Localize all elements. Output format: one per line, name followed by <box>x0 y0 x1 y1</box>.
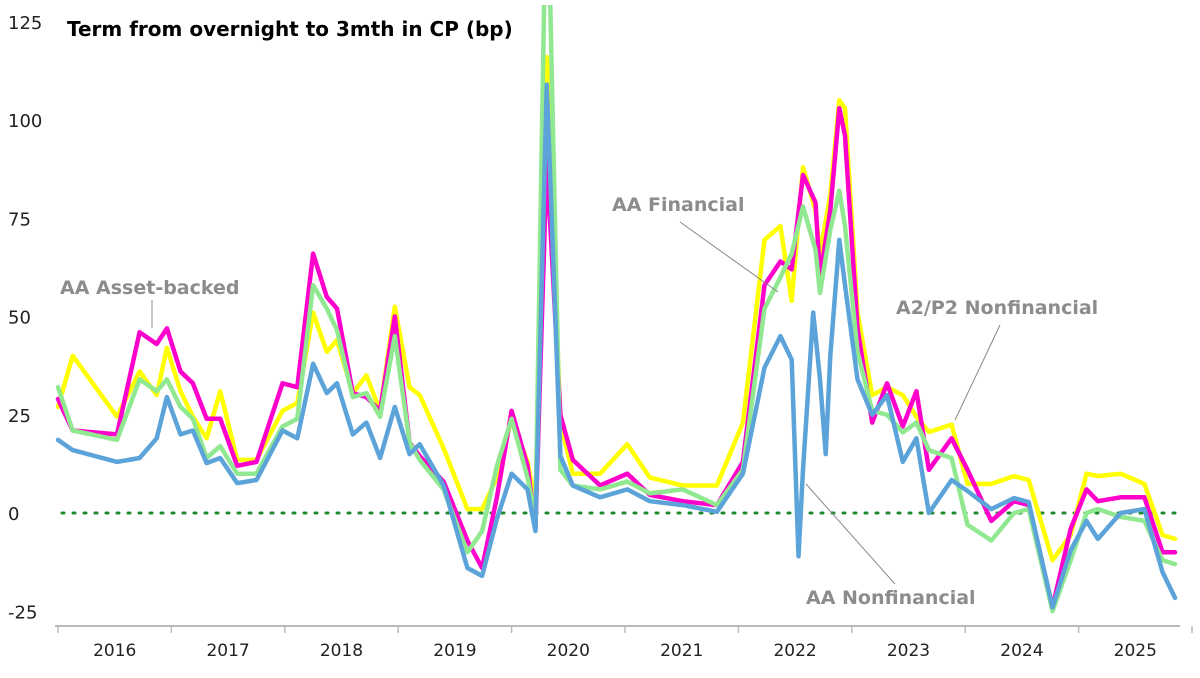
annotation-label: AA Nonfinancial <box>806 587 976 609</box>
x-axis: 2016 2017 2018 2019 2020 2021 2022 2023 2024 2025 <box>55 625 1193 661</box>
annotation-aa-nonfinancial: AA Nonfinancial <box>805 483 976 609</box>
x-tick-label: 2021 <box>660 641 703 661</box>
x-tick-label: 2019 <box>433 641 476 661</box>
series-line-aa-nonfinancial <box>55 82 1178 610</box>
y-tick-label: 50 <box>8 308 31 329</box>
x-tick-label: 2016 <box>93 641 136 661</box>
series-line-aa-asset-backed <box>55 105 1178 610</box>
x-tick-label: 2018 <box>320 641 363 661</box>
x-tick-label: 2024 <box>1000 641 1043 661</box>
annotation-aa-asset-backed: AA Asset-backed <box>60 277 240 328</box>
annotation-label: AA Financial <box>612 194 745 216</box>
y-tick-label: 25 <box>8 406 31 427</box>
y-tick-label: -25 <box>8 602 37 623</box>
annotation-leader-line <box>954 324 1001 421</box>
y-tick-label: 0 <box>8 504 19 525</box>
annotation-a2p2-nonfinancial: A2/P2 Nonfinancial <box>896 297 1098 421</box>
y-tick-label: 100 <box>8 111 42 132</box>
y-axis: 125 100 75 50 25 0 -25 <box>8 13 42 624</box>
series-group <box>55 5 1178 614</box>
chart-title: Term from overnight to 3mth in CP (bp) <box>67 17 513 41</box>
y-tick-label: 125 <box>8 13 42 34</box>
x-tick-label: 2022 <box>773 641 816 661</box>
annotation-label: A2/P2 Nonfinancial <box>896 297 1098 319</box>
annotation-leader-line <box>679 221 779 293</box>
x-tick-label: 2023 <box>887 641 930 661</box>
annotation-leader-line <box>805 483 896 585</box>
x-tick-label: 2020 <box>547 641 590 661</box>
x-tick-label: 2017 <box>206 641 249 661</box>
y-tick-label: 75 <box>8 209 31 230</box>
x-tick-label: 2025 <box>1114 641 1157 661</box>
series-line-aa-financial <box>55 5 1178 614</box>
annotation-label: AA Asset-backed <box>60 277 240 299</box>
annotation-aa-financial: AA Financial <box>612 194 779 293</box>
